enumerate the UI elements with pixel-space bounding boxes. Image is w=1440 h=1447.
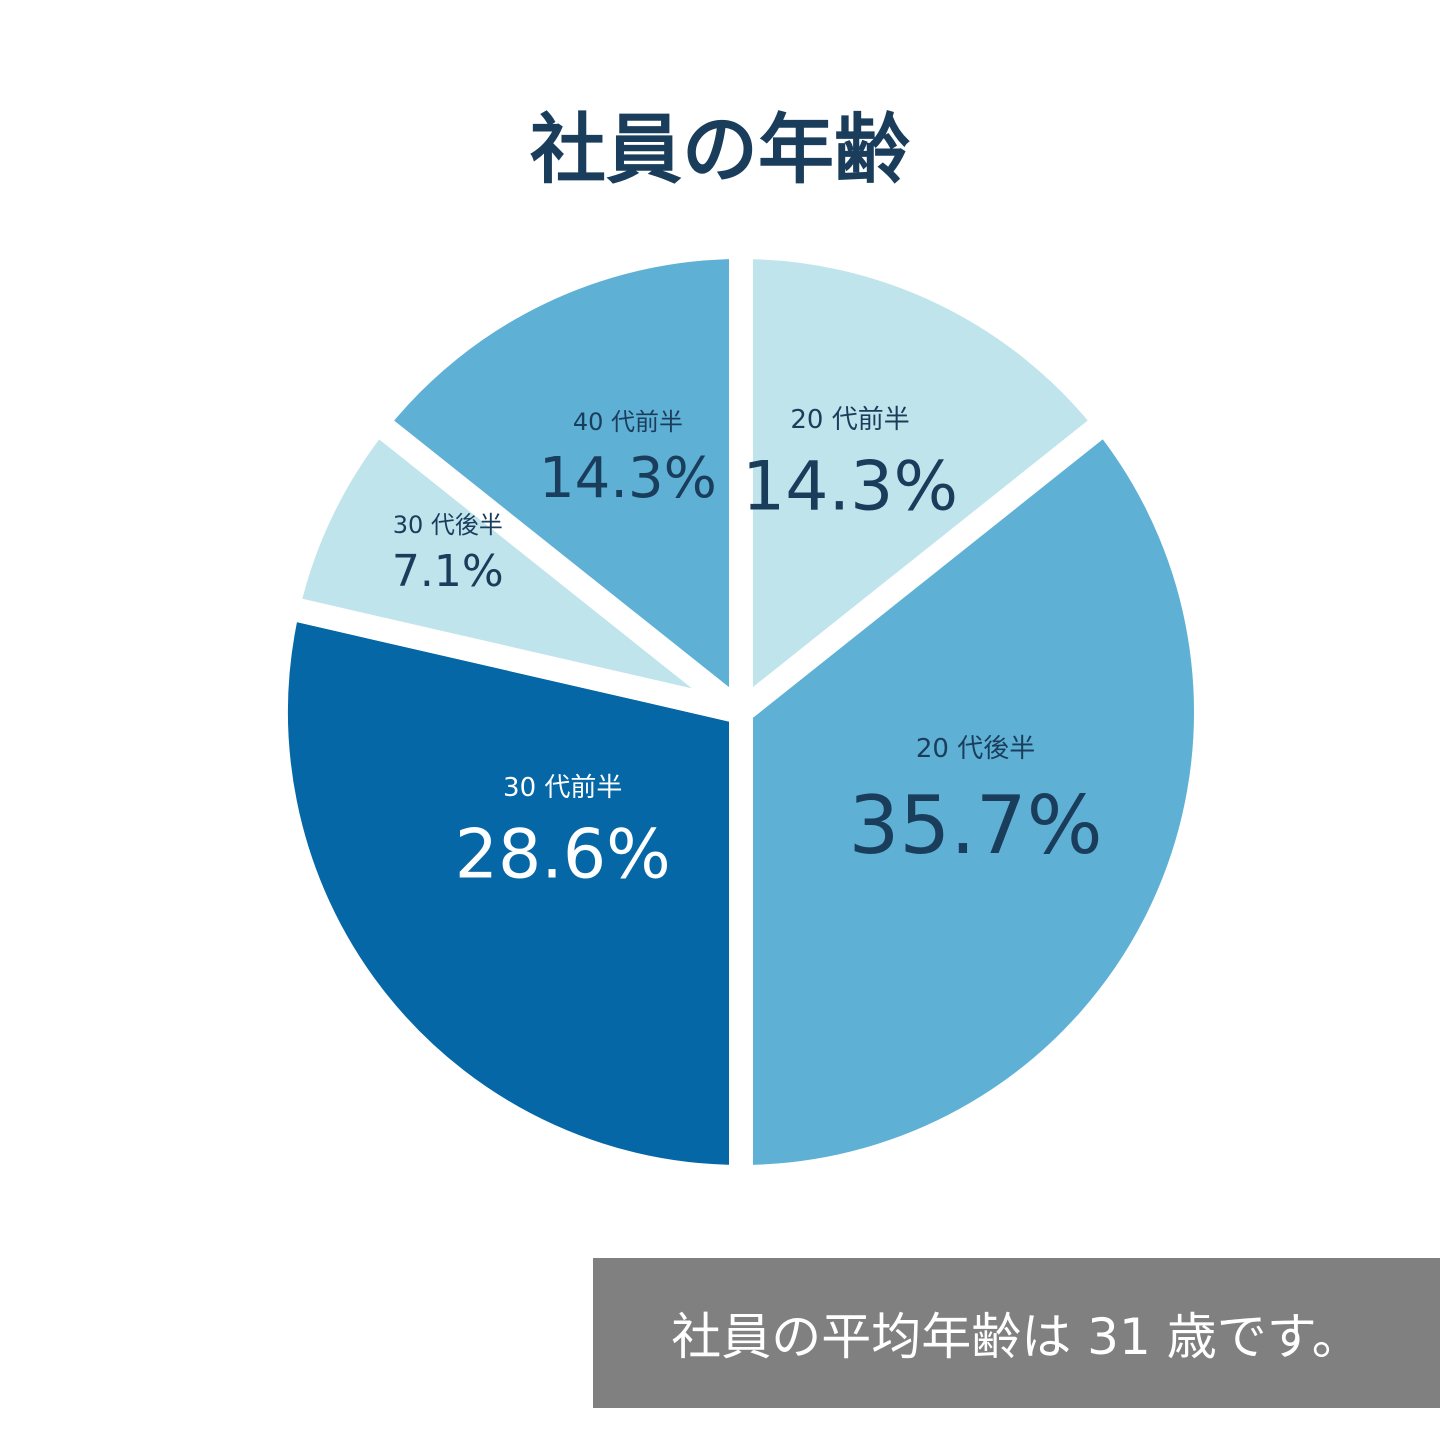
summary-box: 社員の平均年齢は 31 歳です。 (593, 1258, 1440, 1408)
pie-slice-2 (729, 405, 1218, 1190)
slice-label-5: 40 代前半 (573, 408, 683, 436)
pie-slice-5 (360, 234, 753, 737)
pie-slice-1 (729, 234, 1122, 737)
pie-slice-3 (264, 593, 753, 1190)
slice-label-1: 20 代前半 (790, 405, 909, 435)
slice-label-3: 30 代前半 (503, 773, 622, 803)
pie-labels: 20 代前半 14.3% 20 代後半 35.7% 30 代前半 28.6% 30 代後半 7… (392, 405, 1103, 895)
slice-label-2: 20 代後半 (916, 734, 1035, 764)
summary-text: 社員の平均年齢は 31 歳です。 (671, 1308, 1362, 1366)
slice-value-4: 7.1% (392, 546, 504, 597)
slice-label-4: 30 代後半 (393, 511, 503, 539)
slice-value-2: 35.7% (848, 779, 1102, 872)
slice-value-5: 14.3% (539, 446, 717, 511)
pie-slices (264, 234, 1218, 1190)
slice-value-3: 28.6% (455, 816, 671, 895)
chart-title: 社員の年齢 (530, 105, 910, 194)
slice-value-1: 14.3% (742, 448, 958, 527)
